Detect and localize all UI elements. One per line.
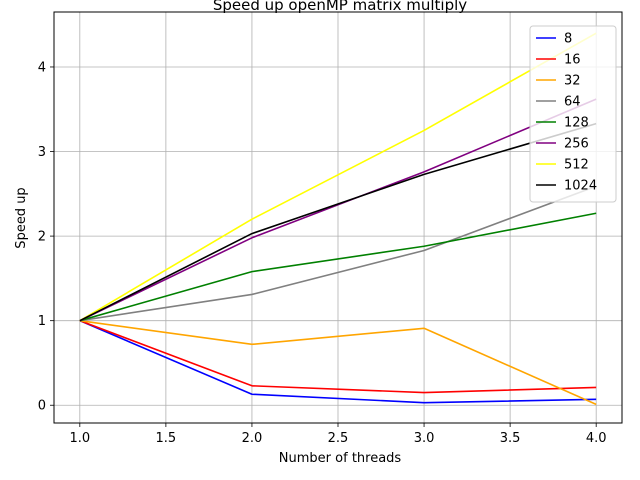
series-line-32: [79, 319, 597, 406]
x-tick-label: 3.0: [414, 431, 435, 446]
chart-title: Speed up openMP matrix multiply: [213, 0, 467, 14]
y-tick-label: 2: [38, 230, 46, 245]
legend-label-64: 64: [564, 95, 581, 110]
y-tick-label: 1: [38, 314, 46, 329]
grid: [54, 12, 622, 423]
y-axis-label: Speed up: [14, 187, 29, 248]
legend-label-128: 128: [564, 116, 589, 131]
legend-label-512: 512: [564, 158, 589, 173]
legend-label-32: 32: [564, 74, 581, 89]
series-line-16: [79, 319, 597, 394]
legend: 8 16 32 64 128 256 512 1024: [529, 25, 617, 203]
series-line-64: [79, 185, 597, 322]
legend-label-256: 256: [564, 137, 589, 152]
x-axis-label: Number of threads: [279, 451, 402, 466]
legend-label-8: 8: [564, 32, 572, 47]
x-axis-ticks: 1.0 1.5 2.0 2.5 3.0 3.5 4.0: [69, 423, 607, 446]
x-tick-label: 2.0: [242, 431, 263, 446]
y-axis-ticks: 0 1 2 3 4: [38, 60, 54, 414]
series-line-128: [79, 212, 597, 322]
legend-box: [529, 25, 617, 203]
x-tick-label: 2.5: [328, 431, 349, 446]
x-tick-label: 3.5: [500, 431, 521, 446]
x-tick-label: 1.5: [156, 431, 177, 446]
x-tick-label: 4.0: [586, 431, 607, 446]
series-lines: [79, 32, 597, 406]
series-line-1024: [79, 122, 597, 322]
legend-label-16: 16: [564, 53, 581, 68]
series-line-512: [79, 32, 597, 322]
legend-label-1024: 1024: [564, 179, 597, 194]
x-tick-label: 1.0: [69, 431, 90, 446]
series-line-8: [79, 319, 597, 404]
y-tick-label: 4: [38, 60, 46, 75]
y-tick-label: 3: [38, 145, 46, 160]
y-tick-label: 0: [38, 399, 46, 414]
